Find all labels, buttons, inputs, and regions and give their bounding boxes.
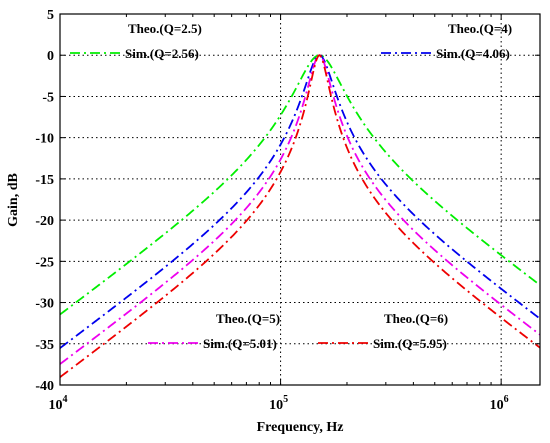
legend-sim-q4: Sim.(Q=4.06) [436,46,510,61]
legends: Theo.(Q=2.5) Sim.(Q=2.56) Theo.(Q=4) Sim.(Q… [70,21,512,351]
y-tick-label: -5 [42,90,54,105]
legend-theo-q2_5: Theo.(Q=2.5) [128,21,202,36]
legend-sim-q6: Sim.(Q=5.95) [373,336,447,351]
y-tick-label: 5 [47,8,54,23]
grid [60,14,540,385]
y-tick-label: -15 [35,173,54,188]
legend-sim-q5: Sim.(Q=5.01) [203,336,277,351]
y-tick-label: -35 [35,338,54,353]
x-axis-label: Frequency, Hz [257,420,344,435]
y-axis-label: Gain, dB [6,173,21,227]
y-tick-label: -30 [35,297,54,312]
y-tick-label: -25 [35,255,54,270]
legend-sim-q2_5: Sim.(Q=2.56) [125,46,199,61]
legend-theo-q5: Theo.(Q=5) [216,311,280,326]
y-tick-label: 0 [47,49,54,64]
y-tick-label: -10 [35,132,54,147]
series-line-q5 [59,54,541,365]
legend-theo-q4: Theo.(Q=4) [448,21,512,36]
y-tick-label: -20 [35,214,54,229]
series-line-q6 [59,54,541,378]
curves [59,54,541,378]
series-line-q4 [59,54,541,349]
y-tick-label: -40 [35,379,54,394]
legend-theo-q6: Theo.(Q=6) [384,311,448,326]
plot-frame [59,13,541,386]
series-line-q2_5 [59,54,541,316]
